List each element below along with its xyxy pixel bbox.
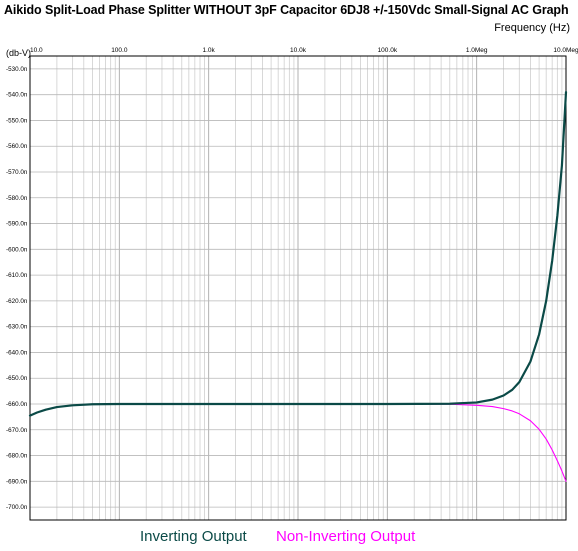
y-tick-label: -630.0n — [6, 324, 28, 331]
chart-title: Aikido Split-Load Phase Splitter WITHOUT… — [4, 3, 569, 17]
legend-non-inverting-output: Non-Inverting Output — [276, 528, 416, 545]
y-tick-label: -540.0n — [6, 92, 28, 99]
y-tick-label: -610.0n — [6, 272, 28, 279]
y-tick-label: -570.0n — [6, 169, 28, 176]
y-tick-label: -690.0n — [6, 478, 28, 485]
x-tick-label: 10.0k — [290, 47, 307, 54]
x-tick-label: 100.0k — [378, 47, 398, 54]
x-tick-label: 10.0 — [30, 47, 43, 54]
y-tick-label: -640.0n — [6, 349, 28, 356]
y-tick-label: -580.0n — [6, 195, 28, 202]
x-axis-label: Frequency (Hz) — [494, 22, 570, 34]
y-tick-label: -700.0n — [6, 504, 28, 511]
y-tick-label: -590.0n — [6, 221, 28, 228]
plot-frame — [29, 55, 567, 521]
x-tick-label: 1.0Meg — [466, 47, 488, 54]
legend-inverting-output: Inverting Output — [140, 528, 247, 545]
y-tick-label: -660.0n — [6, 401, 28, 408]
series-inverting-output-line — [28, 90, 568, 417]
y-axis-label: (db-V) — [6, 48, 32, 58]
y-tick-label: -670.0n — [6, 427, 28, 434]
y-tick-label: -620.0n — [6, 298, 28, 305]
y-tick-label: -550.0n — [6, 117, 28, 124]
x-tick-label: 100.0 — [111, 47, 128, 54]
x-tick-label: 1.0k — [203, 47, 216, 54]
y-tick-label: -600.0n — [6, 246, 28, 253]
y-tick-label: -530.0n — [6, 66, 28, 73]
y-tick-label: -560.0n — [6, 143, 28, 150]
y-tick-label: -650.0n — [6, 375, 28, 382]
x-tick-label: 10.0Meg — [553, 47, 578, 54]
y-tick-label: -680.0n — [6, 453, 28, 460]
